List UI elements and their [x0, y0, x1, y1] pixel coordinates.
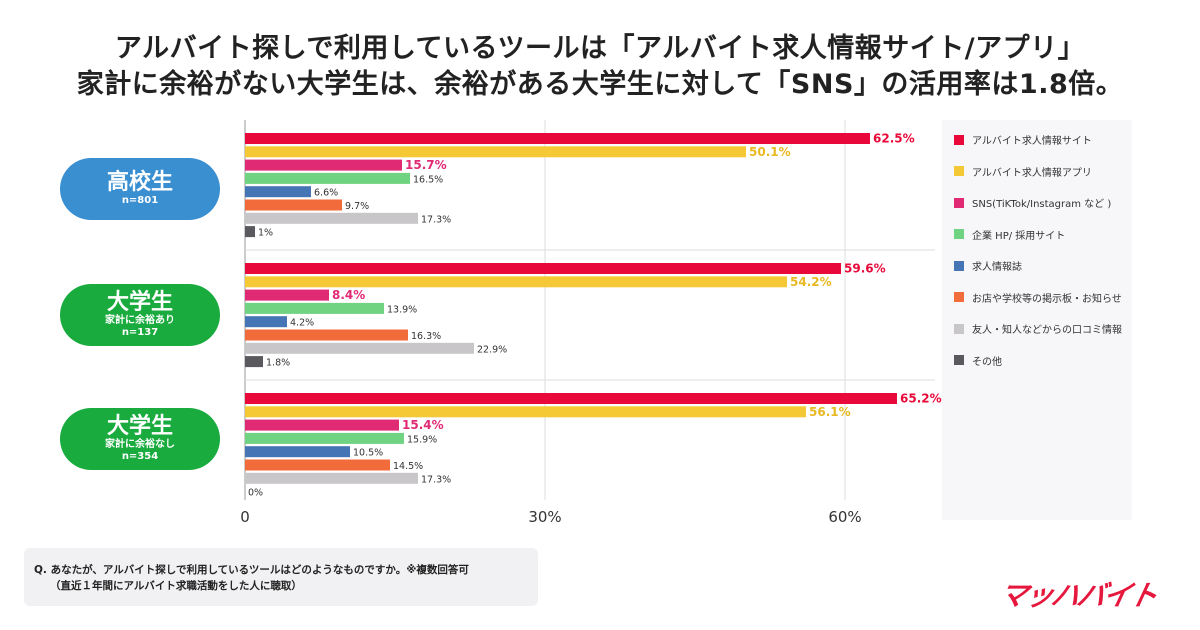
legend-swatch: [954, 355, 964, 365]
bar: [245, 393, 897, 404]
bar: [245, 172, 410, 184]
data-label: 14.5%: [393, 461, 423, 472]
data-label: 6.6%: [314, 188, 338, 199]
data-label: 17.3%: [421, 214, 451, 225]
x-tick-label: 0: [240, 508, 250, 526]
group-name: 高校生: [106, 170, 173, 195]
data-label: 15.7%: [405, 158, 447, 172]
bar: [245, 329, 408, 341]
title-line-1: アルバイト探しで利用しているツールは「アルバイト求人情報サイト/アプリ」: [114, 33, 1086, 64]
question-note: Q. あなたが、アルバイト探しで利用しているツールはどのようなものですか。※複数…: [24, 548, 538, 606]
data-label: 62.5%: [873, 132, 915, 146]
bar: [245, 186, 311, 198]
legend-label: 求人情報誌: [972, 262, 1022, 273]
group-n: n=137: [121, 327, 159, 338]
data-label: 1%: [258, 228, 273, 239]
question-line-2: （直近１年間にアルバイト求職活動をした人に聴取）: [50, 580, 302, 592]
legend-label: 友人・知人などからの口コミ情報: [972, 325, 1122, 336]
data-label: 1.8%: [266, 358, 290, 369]
group-n: n=354: [121, 451, 159, 462]
bar: [245, 316, 287, 328]
legend-label: その他: [972, 356, 1002, 368]
group-label: 大学生 家計に余裕なし n=354: [60, 408, 220, 470]
bar: [245, 289, 329, 301]
data-label: 4.2%: [290, 318, 314, 329]
legend-item: 企業 HP/ 採用サイト: [954, 227, 1065, 242]
group-label: 大学生 家計に余裕あり n=137: [60, 284, 220, 346]
bar: [245, 446, 350, 458]
data-label: 9.7%: [345, 201, 369, 212]
group-sub: 家計に余裕あり: [105, 315, 175, 326]
bar: [245, 472, 418, 484]
bar: [245, 406, 806, 418]
bar: [245, 212, 418, 224]
legend-item: アルバイト求人情報アプリ: [954, 164, 1092, 179]
mach-baito-logo: マッハバイト: [996, 579, 1160, 612]
bar: [245, 276, 787, 288]
group-sub: 家計に余裕なし: [105, 439, 175, 450]
group-n: n=801: [121, 195, 159, 206]
legend-swatch: [954, 323, 964, 334]
legend-swatch: [954, 292, 964, 302]
legend-item: アルバイト求人情報サイト: [954, 132, 1092, 147]
data-label: 0%: [248, 488, 263, 499]
legend-label: アルバイト求人情報サイト: [972, 136, 1092, 147]
bar: [245, 432, 404, 444]
data-label: 22.9%: [477, 344, 507, 355]
bar: [245, 342, 474, 354]
data-label: 15.4%: [402, 418, 444, 432]
legend-item: SNS(TiKTok/Instagram など ): [954, 195, 1111, 210]
data-label: 10.5%: [353, 448, 383, 459]
legend-swatch: [954, 166, 964, 176]
question-line-1: Q. あなたが、アルバイト探しで利用しているツールはどのようなものですか。※複数…: [34, 564, 469, 576]
bar: [245, 302, 384, 314]
legend-label: SNS(TiKTok/Instagram など ): [972, 199, 1112, 210]
data-label: 8.4%: [332, 288, 365, 302]
legend-label: お店や学校等の掲示板・お知らせ: [972, 293, 1122, 305]
data-label: 54.2%: [790, 275, 832, 289]
legend-swatch: [954, 134, 964, 145]
bar: [245, 146, 746, 158]
data-label: 50.1%: [749, 145, 791, 159]
bar: [245, 263, 841, 274]
bar: [245, 226, 255, 238]
bar: [245, 199, 342, 211]
data-label: 17.3%: [421, 474, 451, 485]
title-line-2: 家計に余裕がない大学生は、余裕がある大学生に対して「SNS」の活用率は1.8倍。: [76, 69, 1124, 100]
legend-label: 企業 HP/ 採用サイト: [972, 230, 1066, 242]
legend-swatch: [954, 197, 964, 208]
data-label: 56.1%: [809, 405, 851, 419]
bar: [245, 419, 399, 431]
legend-swatch: [954, 260, 964, 271]
group-name: 大学生: [106, 290, 173, 315]
data-label: 15.9%: [407, 434, 437, 445]
legend-label: アルバイト求人情報アプリ: [972, 167, 1092, 179]
data-label: 16.3%: [411, 331, 441, 342]
bar: [245, 133, 870, 144]
legend-item: 求人情報誌: [954, 258, 1022, 273]
legend-swatch: [954, 229, 964, 239]
data-label: 65.2%: [900, 392, 942, 406]
bar: [245, 459, 390, 471]
group-label: 高校生 n=801: [60, 158, 220, 220]
legend-item: お店や学校等の掲示板・お知らせ: [954, 290, 1122, 305]
bar: [245, 356, 263, 368]
group-name: 大学生: [106, 414, 173, 439]
legend-item: その他: [954, 353, 1002, 368]
legend-item: 友人・知人などからの口コミ情報: [954, 321, 1122, 336]
x-tick-label: 60%: [828, 508, 861, 526]
data-label: 13.9%: [387, 304, 417, 315]
data-label: 16.5%: [413, 174, 443, 185]
legend: アルバイト求人情報サイト アルバイト求人情報アプリ SNS(TiKTok/Insta…: [942, 120, 1132, 520]
data-label: 59.6%: [844, 262, 886, 276]
x-tick-label: 30%: [528, 508, 561, 526]
bar: [245, 159, 402, 171]
